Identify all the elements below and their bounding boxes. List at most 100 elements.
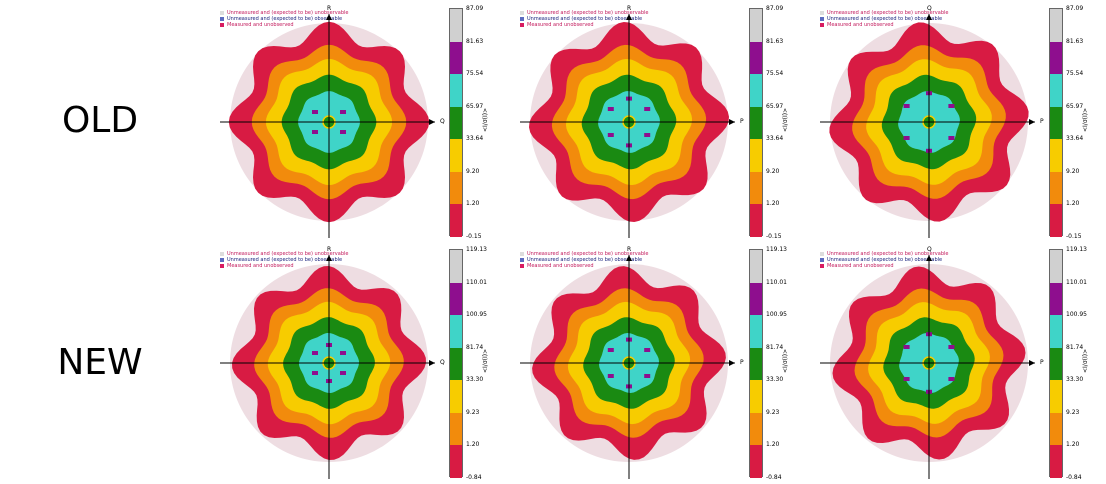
axis-label-right: Q	[440, 118, 445, 125]
axis-label-right: P	[740, 359, 744, 366]
legend-entry: Unmeasured and (expected to be) observab…	[820, 16, 948, 22]
colorbar-title: <I/σ(I)>	[482, 107, 489, 132]
colorbar-segment	[1050, 412, 1062, 446]
axis-label-right: P	[1040, 118, 1044, 125]
colorbar-tick-label: 81.63	[466, 37, 484, 45]
arrow-up-icon	[626, 14, 632, 20]
colorbar-tick-label: 100.95	[1066, 311, 1087, 319]
colorbar-segment	[750, 41, 762, 75]
high-intensity-blob	[607, 348, 614, 352]
colorbar-tick-label: -0.84	[466, 474, 482, 481]
legend-label: Unmeasured and (expected to be) unobserv…	[827, 10, 949, 16]
legend-label: Measured and unobserved	[227, 263, 294, 269]
colorbar-segment	[450, 139, 462, 172]
colorbar	[749, 8, 763, 237]
colorbar-segment	[750, 445, 762, 478]
high-intensity-blob	[340, 130, 346, 134]
legend-swatch	[820, 11, 824, 15]
colorbar-segment	[1050, 250, 1062, 283]
colorbar	[449, 249, 463, 478]
colorbar-tick-label: 65.97	[1066, 102, 1084, 110]
intensity-map	[820, 14, 1035, 238]
legend-entry: Measured and unobserved	[220, 22, 348, 28]
legend-entry: Measured and unobserved	[820, 22, 948, 28]
colorbar-tick-label: 87.09	[766, 5, 784, 12]
colorbar-segment	[450, 347, 462, 381]
colorbar-segment	[750, 315, 762, 348]
legend-entry: Unmeasured and (expected to be) observab…	[520, 257, 648, 263]
colorbar-segment	[750, 106, 762, 140]
colorbar-tick-label: 81.74	[466, 343, 484, 351]
colorbar-tick-label: 81.63	[1066, 37, 1084, 45]
legend-entry: Unmeasured and (expected to be) observab…	[520, 16, 648, 22]
legend-swatch	[520, 17, 524, 21]
colorbar-tick-label: -0.15	[1066, 233, 1082, 240]
legend-entry: Measured and unobserved	[520, 22, 648, 28]
arrow-right-icon	[1029, 360, 1035, 366]
colorbar-tick-label: 110.01	[766, 278, 787, 286]
legend-entry: Unmeasured and (expected to be) unobserv…	[820, 10, 948, 16]
colorbar-segment	[1050, 204, 1062, 237]
high-intensity-blob	[948, 136, 955, 140]
legend-swatch	[820, 23, 824, 27]
colorbar-tick-label: 33.30	[1066, 376, 1084, 384]
colorbar-segment	[450, 41, 462, 75]
legend-entry: Unmeasured and (expected to be) unobserv…	[820, 251, 948, 257]
plot-panel-old-1: Unmeasured and (expected to be) unobserv…	[220, 4, 510, 240]
colorbar-tick-label: 81.74	[766, 343, 784, 351]
row-label-new: NEW	[57, 342, 143, 383]
colorbar-tick-label: 1.20	[466, 441, 480, 449]
colorbar-tick-label: 100.95	[466, 311, 487, 319]
colorbar-title: <I/σ(I)>	[482, 348, 489, 373]
legend-entry: Measured and unobserved	[220, 263, 348, 269]
arrow-right-icon	[729, 119, 735, 125]
colorbar-tick-label: 119.13	[1066, 246, 1087, 253]
legend-entry: Measured and unobserved	[520, 263, 648, 269]
colorbar-segment	[1050, 347, 1062, 381]
legend-swatch	[520, 252, 524, 256]
intensity-map	[220, 14, 435, 238]
colorbar-tick-label: 33.64	[766, 135, 784, 143]
plot-panel-new-1: Unmeasured and (expected to be) unobserv…	[220, 245, 510, 481]
colorbar-tick-label: 1.20	[1066, 200, 1080, 208]
colorbar-segment	[450, 250, 462, 283]
high-intensity-blob	[948, 377, 955, 381]
colorbar-segment	[1050, 445, 1062, 478]
legend-swatch	[820, 264, 824, 268]
arrow-up-icon	[626, 255, 632, 261]
legend-label: Unmeasured and (expected to be) observab…	[227, 257, 343, 263]
colorbar-segment	[750, 139, 762, 172]
plot-panel-new-2: Unmeasured and (expected to be) unobserv…	[520, 245, 810, 481]
colorbar	[1049, 249, 1063, 478]
legend-label: Unmeasured and (expected to be) unobserv…	[527, 10, 649, 16]
high-intensity-blob	[644, 374, 651, 378]
high-intensity-blob	[948, 345, 955, 349]
high-intensity-blob	[644, 107, 651, 111]
legend-label: Unmeasured and (expected to be) observab…	[827, 257, 943, 263]
legend-entry: Unmeasured and (expected to be) unobserv…	[220, 10, 348, 16]
colorbar-tick-label: 87.09	[466, 5, 484, 12]
colorbar-segment	[1050, 41, 1062, 75]
high-intensity-blob	[903, 136, 910, 140]
colorbar-tick-label: 1.20	[766, 200, 780, 208]
colorbar-title: <I/σ(I)>	[782, 107, 789, 132]
colorbar-tick-label: 1.20	[1066, 441, 1080, 449]
colorbar-tick-label: 87.09	[1066, 5, 1084, 12]
legend-swatch	[820, 17, 824, 21]
high-intensity-blob	[607, 133, 614, 137]
colorbar-segment	[1050, 74, 1062, 107]
colorbar-tick-label: 9.20	[766, 167, 780, 175]
legend-entry: Measured and unobserved	[820, 263, 948, 269]
colorbar-tick-label: 65.97	[766, 102, 784, 110]
colorbar	[449, 8, 463, 237]
colorbar-segment	[450, 171, 462, 205]
colorbar	[749, 249, 763, 478]
colorbar-tick-label: 33.30	[466, 376, 484, 384]
colorbar-tick-label: 75.54	[1066, 70, 1084, 78]
axis-label-up: Q	[927, 246, 932, 253]
axis-label-right: P	[740, 118, 744, 125]
high-intensity-blob	[607, 107, 614, 111]
legend-label: Unmeasured and (expected to be) unobserv…	[527, 251, 649, 257]
colorbar-segment	[450, 315, 462, 348]
plot-legend: Unmeasured and (expected to be) unobserv…	[220, 251, 348, 269]
